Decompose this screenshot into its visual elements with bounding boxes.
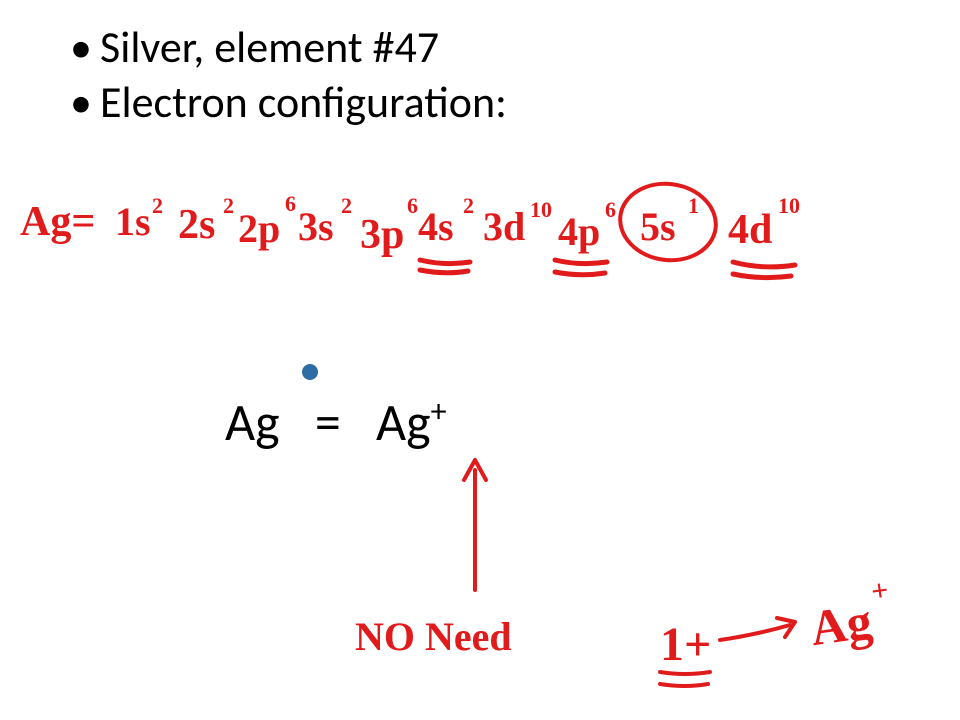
svg-text:2s: 2s (178, 202, 215, 248)
orbital-3p: 3p 6 (360, 193, 418, 258)
svg-text:2: 2 (152, 193, 163, 218)
bullet-list: Silver, element #47 Electron configurati… (70, 20, 507, 130)
equation-text: Ag = Ag+ (225, 390, 447, 454)
svg-text:5s: 5s (640, 204, 676, 249)
svg-text:4p: 4p (558, 209, 600, 254)
orbital-2p: 2p 6 (238, 191, 296, 251)
circle-5s (615, 178, 721, 267)
svg-text:4s: 4s (418, 204, 454, 249)
svg-text:3d: 3d (483, 204, 525, 249)
hand-agplus: Ag + (805, 574, 896, 657)
svg-text:1s: 1s (115, 199, 151, 244)
svg-text:10: 10 (530, 197, 552, 222)
svg-text:2: 2 (223, 193, 234, 218)
bullet-1: Silver, element #47 (70, 20, 507, 75)
svg-text:1: 1 (688, 193, 699, 218)
orbital-4s: 4s 2 (418, 193, 474, 249)
underline-4p (555, 260, 607, 275)
svg-text:10: 10 (778, 193, 800, 218)
svg-text:3p: 3p (360, 212, 404, 258)
svg-text:4d: 4d (728, 207, 772, 253)
bullet-2: Electron configuration: (70, 75, 507, 130)
orbital-3s: 3s 2 (298, 193, 352, 249)
orbital-2s: 2s 2 (178, 193, 234, 248)
orbital-1s: 1s 2 (115, 193, 163, 244)
svg-text:2: 2 (463, 193, 474, 218)
underline-4s (420, 260, 470, 273)
svg-text:6: 6 (285, 191, 296, 216)
hand-no-need: NO Need (355, 614, 512, 659)
orbital-4d: 4d 10 (728, 193, 800, 253)
underline-1plus (660, 672, 710, 686)
svg-text:6: 6 (605, 197, 616, 222)
svg-text:3s: 3s (298, 204, 334, 249)
slide: Silver, element #47 Electron configurati… (0, 0, 960, 720)
svg-text:+: + (869, 574, 891, 609)
hand-oneplus: 1+ (660, 618, 711, 671)
lewis-dot (302, 364, 318, 380)
orbital-3d: 3d 10 (483, 197, 552, 249)
svg-text:2p: 2p (238, 206, 280, 251)
svg-text:Ag: Ag (807, 592, 875, 656)
hand-ag-label: Ag= (20, 199, 95, 245)
orbital-4p: 4p 6 (558, 197, 616, 254)
arrow-up-head (464, 460, 486, 480)
svg-text:2: 2 (341, 193, 352, 218)
svg-text:6: 6 (407, 193, 418, 218)
orbital-5s: 5s 1 (640, 193, 699, 249)
arrow-to-agplus (720, 625, 790, 640)
arrow-to-agplus-head (777, 618, 795, 637)
underline-4d (733, 262, 795, 278)
